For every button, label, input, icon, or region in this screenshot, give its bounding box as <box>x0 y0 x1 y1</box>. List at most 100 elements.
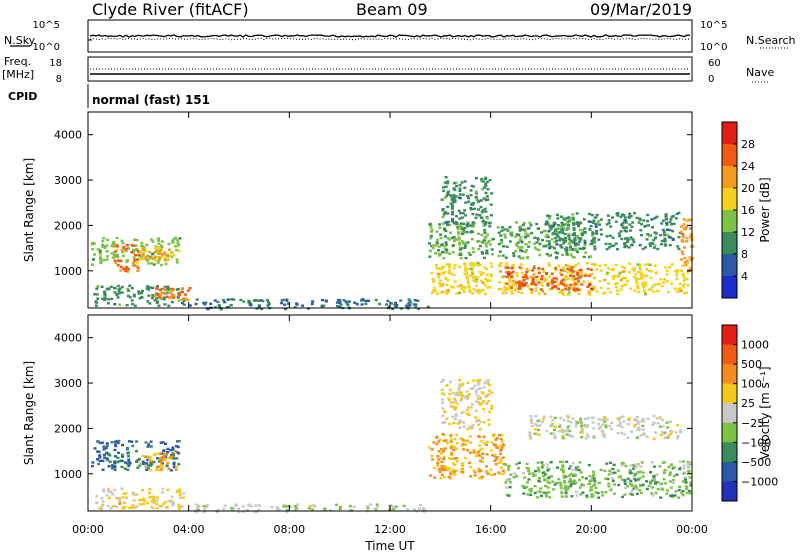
heatmap-cell <box>530 421 534 424</box>
heatmap-cell <box>176 296 180 299</box>
heatmap-cell <box>445 417 449 420</box>
heatmap-cell <box>658 416 662 419</box>
ytick-label: 3000 <box>54 377 82 390</box>
heatmap-cell <box>105 258 109 261</box>
heatmap-cell <box>479 397 482 400</box>
heatmap-cell <box>451 415 455 418</box>
colorbar-tick-label: −25 <box>741 417 764 430</box>
heatmap-cell <box>103 456 107 459</box>
heatmap-cell <box>543 478 547 481</box>
heatmap-cell <box>116 456 120 460</box>
heatmap-cell <box>259 299 263 302</box>
heatmap-cell <box>335 304 339 308</box>
heatmap-cell <box>460 287 464 290</box>
heatmap-cell <box>642 419 646 422</box>
heatmap-cell <box>157 242 161 245</box>
heatmap-cell <box>616 212 620 215</box>
heatmap-cell <box>111 465 115 469</box>
nave-label: Nave <box>746 66 774 79</box>
heatmap-cell <box>565 250 569 253</box>
heatmap-cell <box>476 289 480 292</box>
heatmap-cell <box>128 462 132 465</box>
heatmap-cell <box>197 505 201 508</box>
heatmap-cell <box>547 262 551 265</box>
heatmap-cell <box>529 224 533 227</box>
heatmap-cell <box>569 274 573 278</box>
colorbar-tick-label: 25 <box>741 397 755 410</box>
heatmap-cell <box>125 260 129 263</box>
heatmap-cell <box>551 281 555 284</box>
heatmap-cell <box>150 460 153 463</box>
colorbar-segment <box>722 461 737 482</box>
heatmap-cell <box>177 452 181 455</box>
heatmap-cell <box>576 273 580 276</box>
heatmap-cell <box>120 459 124 463</box>
heatmap-cell <box>535 241 539 244</box>
heatmap-cell <box>239 298 243 302</box>
heatmap-cell <box>679 289 683 293</box>
heatmap-cell <box>449 434 453 437</box>
heatmap-cell <box>339 303 343 306</box>
heatmap-cell <box>623 480 627 483</box>
heatmap-cell <box>636 422 640 425</box>
heatmap-cell <box>178 237 182 240</box>
heatmap-cell <box>449 477 453 480</box>
heatmap-cell <box>478 270 482 274</box>
heatmap-cell <box>488 179 492 182</box>
heatmap-cell <box>688 462 692 466</box>
heatmap-cell <box>569 253 573 256</box>
heatmap-cell <box>574 277 578 281</box>
heatmap-cell <box>634 488 638 491</box>
colorbar-tick-label: 8 <box>741 248 748 261</box>
heatmap-cell <box>465 272 469 275</box>
heatmap-cell <box>155 297 159 300</box>
heatmap-cell <box>417 507 421 510</box>
heatmap-cell <box>471 387 475 390</box>
heatmap-cell <box>454 181 458 184</box>
heatmap-cell <box>493 444 497 447</box>
heatmap-cell <box>459 391 463 395</box>
heatmap-cell <box>465 409 469 412</box>
heatmap-cell <box>174 236 178 240</box>
heatmap-cell <box>503 228 507 231</box>
heatmap-cell <box>478 290 482 293</box>
heatmap-cell <box>430 271 434 275</box>
colorbar-segment <box>722 481 737 502</box>
heatmap-cell <box>524 243 528 246</box>
heatmap-cell <box>638 267 642 270</box>
heatmap-cell <box>675 473 679 476</box>
xtick-label: 20:00 <box>575 523 607 536</box>
heatmap-cell <box>102 488 106 491</box>
heatmap-cell <box>136 265 139 268</box>
heatmap-cell <box>659 233 663 237</box>
heatmap-cell <box>159 244 163 247</box>
heatmap-cell <box>604 424 608 427</box>
heatmap-cell <box>159 441 163 444</box>
heatmap-cell <box>669 494 673 498</box>
heatmap-cell <box>135 261 139 264</box>
heatmap-cell <box>121 496 125 499</box>
heatmap-cell <box>466 406 470 409</box>
heatmap-cell <box>551 480 555 483</box>
heatmap-cell <box>556 252 559 255</box>
heatmap-cell <box>644 224 648 228</box>
heatmap-cell <box>464 443 468 446</box>
heatmap-cell <box>509 272 513 275</box>
heatmap-cell <box>557 231 561 234</box>
heatmap-cell <box>529 415 533 418</box>
heatmap-cell <box>458 224 462 228</box>
heatmap-cell <box>477 199 481 203</box>
heatmap-cell <box>684 480 688 484</box>
power-colorbar-label: Power [dB] <box>758 177 772 242</box>
heatmap-cell <box>664 217 668 220</box>
heatmap-cell <box>143 464 147 468</box>
velocity-heatmap <box>91 378 693 514</box>
heatmap-cell <box>468 461 472 465</box>
heatmap-cell <box>103 291 107 294</box>
heatmap-cell <box>564 490 568 493</box>
heatmap-cell <box>666 228 669 231</box>
heatmap-cell <box>154 452 158 455</box>
heatmap-cell <box>444 185 448 188</box>
heatmap-cell <box>537 292 541 295</box>
heatmap-cell <box>445 283 449 287</box>
